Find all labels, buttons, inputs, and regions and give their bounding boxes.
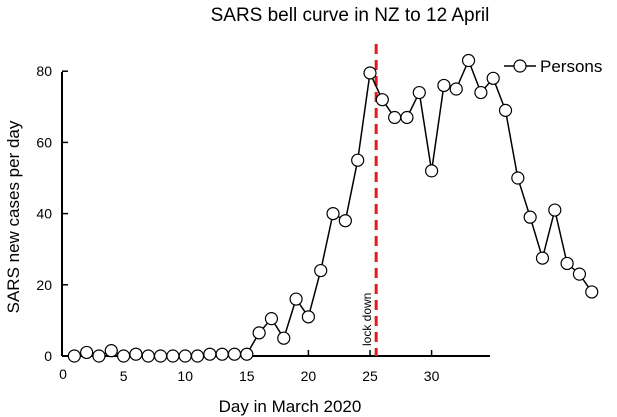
data-point — [511, 171, 525, 185]
lockdown-label: lock down — [360, 293, 374, 346]
data-point — [585, 285, 599, 299]
data-point — [412, 85, 426, 100]
data-point — [178, 349, 192, 363]
data-point — [535, 251, 550, 265]
data-point — [375, 93, 389, 107]
data-point — [425, 164, 439, 178]
data-point — [153, 349, 168, 363]
data-point — [400, 110, 414, 125]
y-tick-label-2: 40 — [36, 206, 52, 222]
data-point — [449, 82, 463, 96]
data-point — [129, 347, 143, 361]
x-tick-label-6: 30 — [424, 368, 440, 384]
data-point — [289, 292, 303, 306]
data-point — [486, 71, 500, 85]
data-point — [474, 85, 488, 100]
x-axis-label: Day in March 2020 — [219, 397, 362, 416]
data-point — [166, 349, 180, 363]
y-axis-label: SARS new cases per day — [4, 120, 23, 313]
data-point — [388, 110, 402, 125]
annotations: lock down — [360, 44, 378, 356]
legend: Persons — [504, 57, 602, 76]
x-tick-label-2: 10 — [177, 368, 193, 384]
data-point — [498, 103, 513, 117]
x-tick-label-5: 25 — [362, 368, 378, 384]
x-tick-label-3: 15 — [239, 368, 255, 384]
data-point — [461, 53, 476, 68]
data-point — [240, 347, 254, 361]
y-tick-label-3: 60 — [36, 134, 52, 150]
data-point — [252, 326, 266, 340]
y-tick-label-4: 80 — [36, 63, 52, 79]
data-point — [338, 214, 352, 228]
data-point — [67, 349, 81, 363]
data-point — [227, 347, 242, 361]
data-point — [104, 344, 118, 358]
data-point — [548, 203, 562, 217]
y-tick-label-0: 0 — [44, 348, 52, 364]
y-tick-label-1: 20 — [36, 277, 52, 293]
data-point — [572, 267, 587, 281]
data-point — [215, 347, 229, 361]
data-point — [326, 207, 340, 221]
data-point — [301, 310, 315, 324]
data-point — [560, 256, 574, 271]
data-point — [203, 347, 217, 361]
data-point — [190, 349, 205, 363]
data-point — [314, 263, 328, 278]
legend-marker — [513, 59, 527, 73]
data-point — [523, 210, 537, 224]
data-point — [141, 349, 155, 363]
data-point — [363, 66, 377, 80]
data-point — [277, 331, 291, 345]
x-tick-label-0: 0 — [59, 366, 67, 382]
axis-ticks: 0 20 40 60 80 0 5 10 15 20 25 30 — [36, 63, 439, 384]
data-point — [437, 78, 451, 93]
chart-title: SARS bell curve in NZ to 12 April — [211, 5, 490, 26]
data-point — [80, 345, 94, 360]
data-point — [92, 349, 106, 363]
data-point — [351, 153, 365, 167]
data-point — [116, 349, 131, 363]
series-group — [67, 53, 599, 363]
data-point — [264, 312, 279, 326]
x-tick-label-1: 5 — [120, 368, 128, 384]
legend-label-persons: Persons — [540, 57, 602, 76]
x-tick-label-4: 20 — [301, 368, 317, 384]
